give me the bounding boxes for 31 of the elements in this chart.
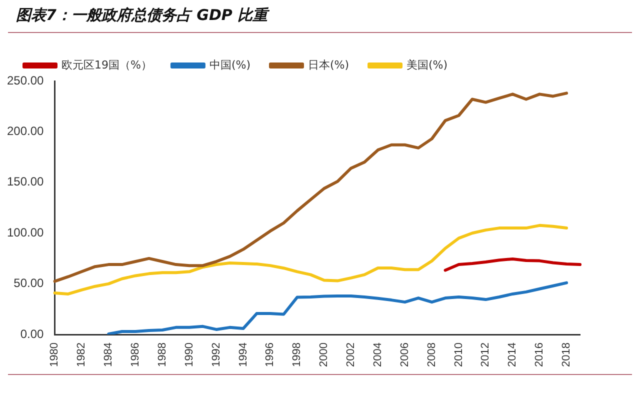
x-tick-label: 1990 — [183, 342, 196, 368]
x-tick-label: 2008 — [426, 342, 438, 368]
x-tick-label: 1982 — [76, 342, 88, 368]
x-tick-label: 2018 — [560, 342, 573, 368]
x-tick-label: 2004 — [372, 342, 384, 368]
chart-title: 图表7：一般政府总债务占 GDP 比重 — [16, 6, 268, 25]
x-tick-label: 1988 — [156, 342, 168, 368]
x-tick-label: 1986 — [130, 342, 142, 368]
legend-label: 中国(%) — [209, 58, 250, 72]
y-tick-label: 0.00 — [20, 326, 44, 341]
x-tick-label: 2010 — [452, 342, 465, 368]
y-tick-label: 50.00 — [14, 276, 44, 290]
legend-label: 欧元区19国（%） — [62, 58, 152, 72]
x-tick-label: 1994 — [237, 342, 250, 368]
x-tick-label: 1984 — [102, 342, 115, 368]
x-tick-label: 1980 — [48, 342, 61, 368]
legend-label: 美国(%) — [406, 58, 448, 72]
x-tick-label: 2012 — [480, 342, 492, 368]
x-tick-label: 2014 — [506, 342, 519, 368]
legend-label: 日本(%) — [308, 58, 350, 72]
x-tick-label: 2000 — [318, 342, 330, 368]
x-tick-label: 1998 — [291, 342, 304, 368]
x-tick-label: 2016 — [534, 342, 546, 368]
y-tick-label: 200.00 — [7, 124, 44, 138]
y-tick-label: 250.00 — [7, 73, 44, 88]
x-tick-label: 2006 — [398, 342, 411, 368]
x-tick-label: 2002 — [345, 342, 358, 368]
y-tick-label: 100.00 — [7, 225, 44, 240]
y-tick-label: 150.00 — [7, 174, 44, 189]
x-tick-label: 1992 — [210, 342, 222, 368]
x-tick-label: 1996 — [264, 342, 276, 368]
